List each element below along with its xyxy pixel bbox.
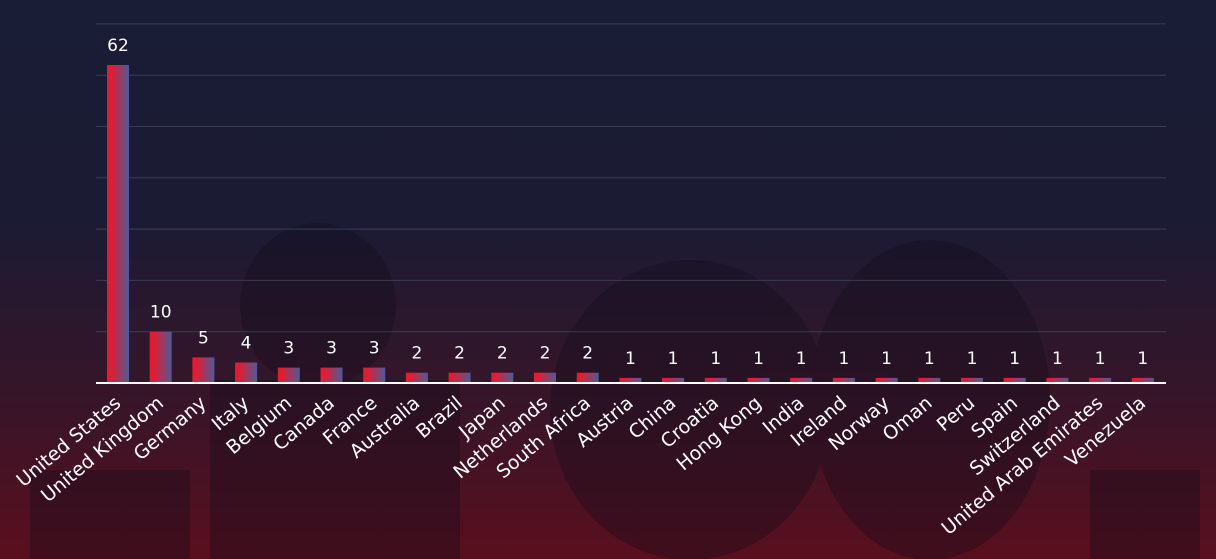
data-label: 3 xyxy=(369,339,380,359)
data-label: 1 xyxy=(1009,349,1020,369)
data-label: 2 xyxy=(497,344,508,364)
bars xyxy=(107,65,1154,383)
bar[interactable] xyxy=(662,377,685,383)
data-label: 1 xyxy=(1095,349,1106,369)
data-label: 10 xyxy=(150,303,172,323)
data-label: 2 xyxy=(411,344,422,364)
data-label: 2 xyxy=(582,344,593,364)
data-label: 1 xyxy=(710,349,721,369)
bar[interactable] xyxy=(107,65,129,383)
bar[interactable] xyxy=(235,362,258,384)
gridlines xyxy=(96,23,1166,384)
data-label: 1 xyxy=(796,349,807,369)
bar[interactable] xyxy=(790,377,813,383)
bar[interactable] xyxy=(448,372,471,383)
data-label: 1 xyxy=(838,349,849,369)
x-tick-label: Oman xyxy=(879,392,937,446)
data-label: 2 xyxy=(454,344,465,364)
bar[interactable] xyxy=(149,331,172,383)
bar[interactable] xyxy=(1003,377,1026,383)
bar[interactable] xyxy=(704,377,727,383)
data-label: 1 xyxy=(881,349,892,369)
bar[interactable] xyxy=(619,377,642,383)
data-label: 4 xyxy=(241,334,252,354)
bar[interactable] xyxy=(363,367,386,383)
data-label: 1 xyxy=(924,349,935,369)
data-label: 3 xyxy=(283,339,294,359)
data-label: 1 xyxy=(668,349,679,369)
data-label: 2 xyxy=(540,344,551,364)
data-label: 62 xyxy=(107,36,129,56)
bar[interactable] xyxy=(1089,377,1112,383)
bar[interactable] xyxy=(875,377,898,383)
data-label: 1 xyxy=(1137,349,1148,369)
x-tick-label: Brazil xyxy=(412,392,467,443)
bar[interactable] xyxy=(320,367,343,383)
data-label: 1 xyxy=(1052,349,1063,369)
bar[interactable] xyxy=(192,357,215,383)
data-label: 5 xyxy=(198,328,209,348)
bar[interactable] xyxy=(534,372,556,383)
bar[interactable] xyxy=(491,372,514,383)
bar[interactable] xyxy=(1131,377,1154,383)
bar[interactable] xyxy=(576,372,599,383)
bar[interactable] xyxy=(1046,377,1069,383)
bar[interactable] xyxy=(747,377,770,383)
bar[interactable] xyxy=(918,377,941,383)
data-label: 3 xyxy=(326,339,337,359)
data-label: 1 xyxy=(625,349,636,369)
data-label: 1 xyxy=(967,349,978,369)
bar[interactable] xyxy=(405,372,428,383)
data-label: 1 xyxy=(753,349,764,369)
data-labels: 62 10 5 4 3 3 3 2 2 2 2 2 1 1 1 1 1 1 1 1 1 1 1 1 1 xyxy=(107,36,1148,369)
bar[interactable] xyxy=(961,377,983,383)
bar[interactable] xyxy=(832,377,855,383)
bar[interactable] xyxy=(277,367,300,383)
